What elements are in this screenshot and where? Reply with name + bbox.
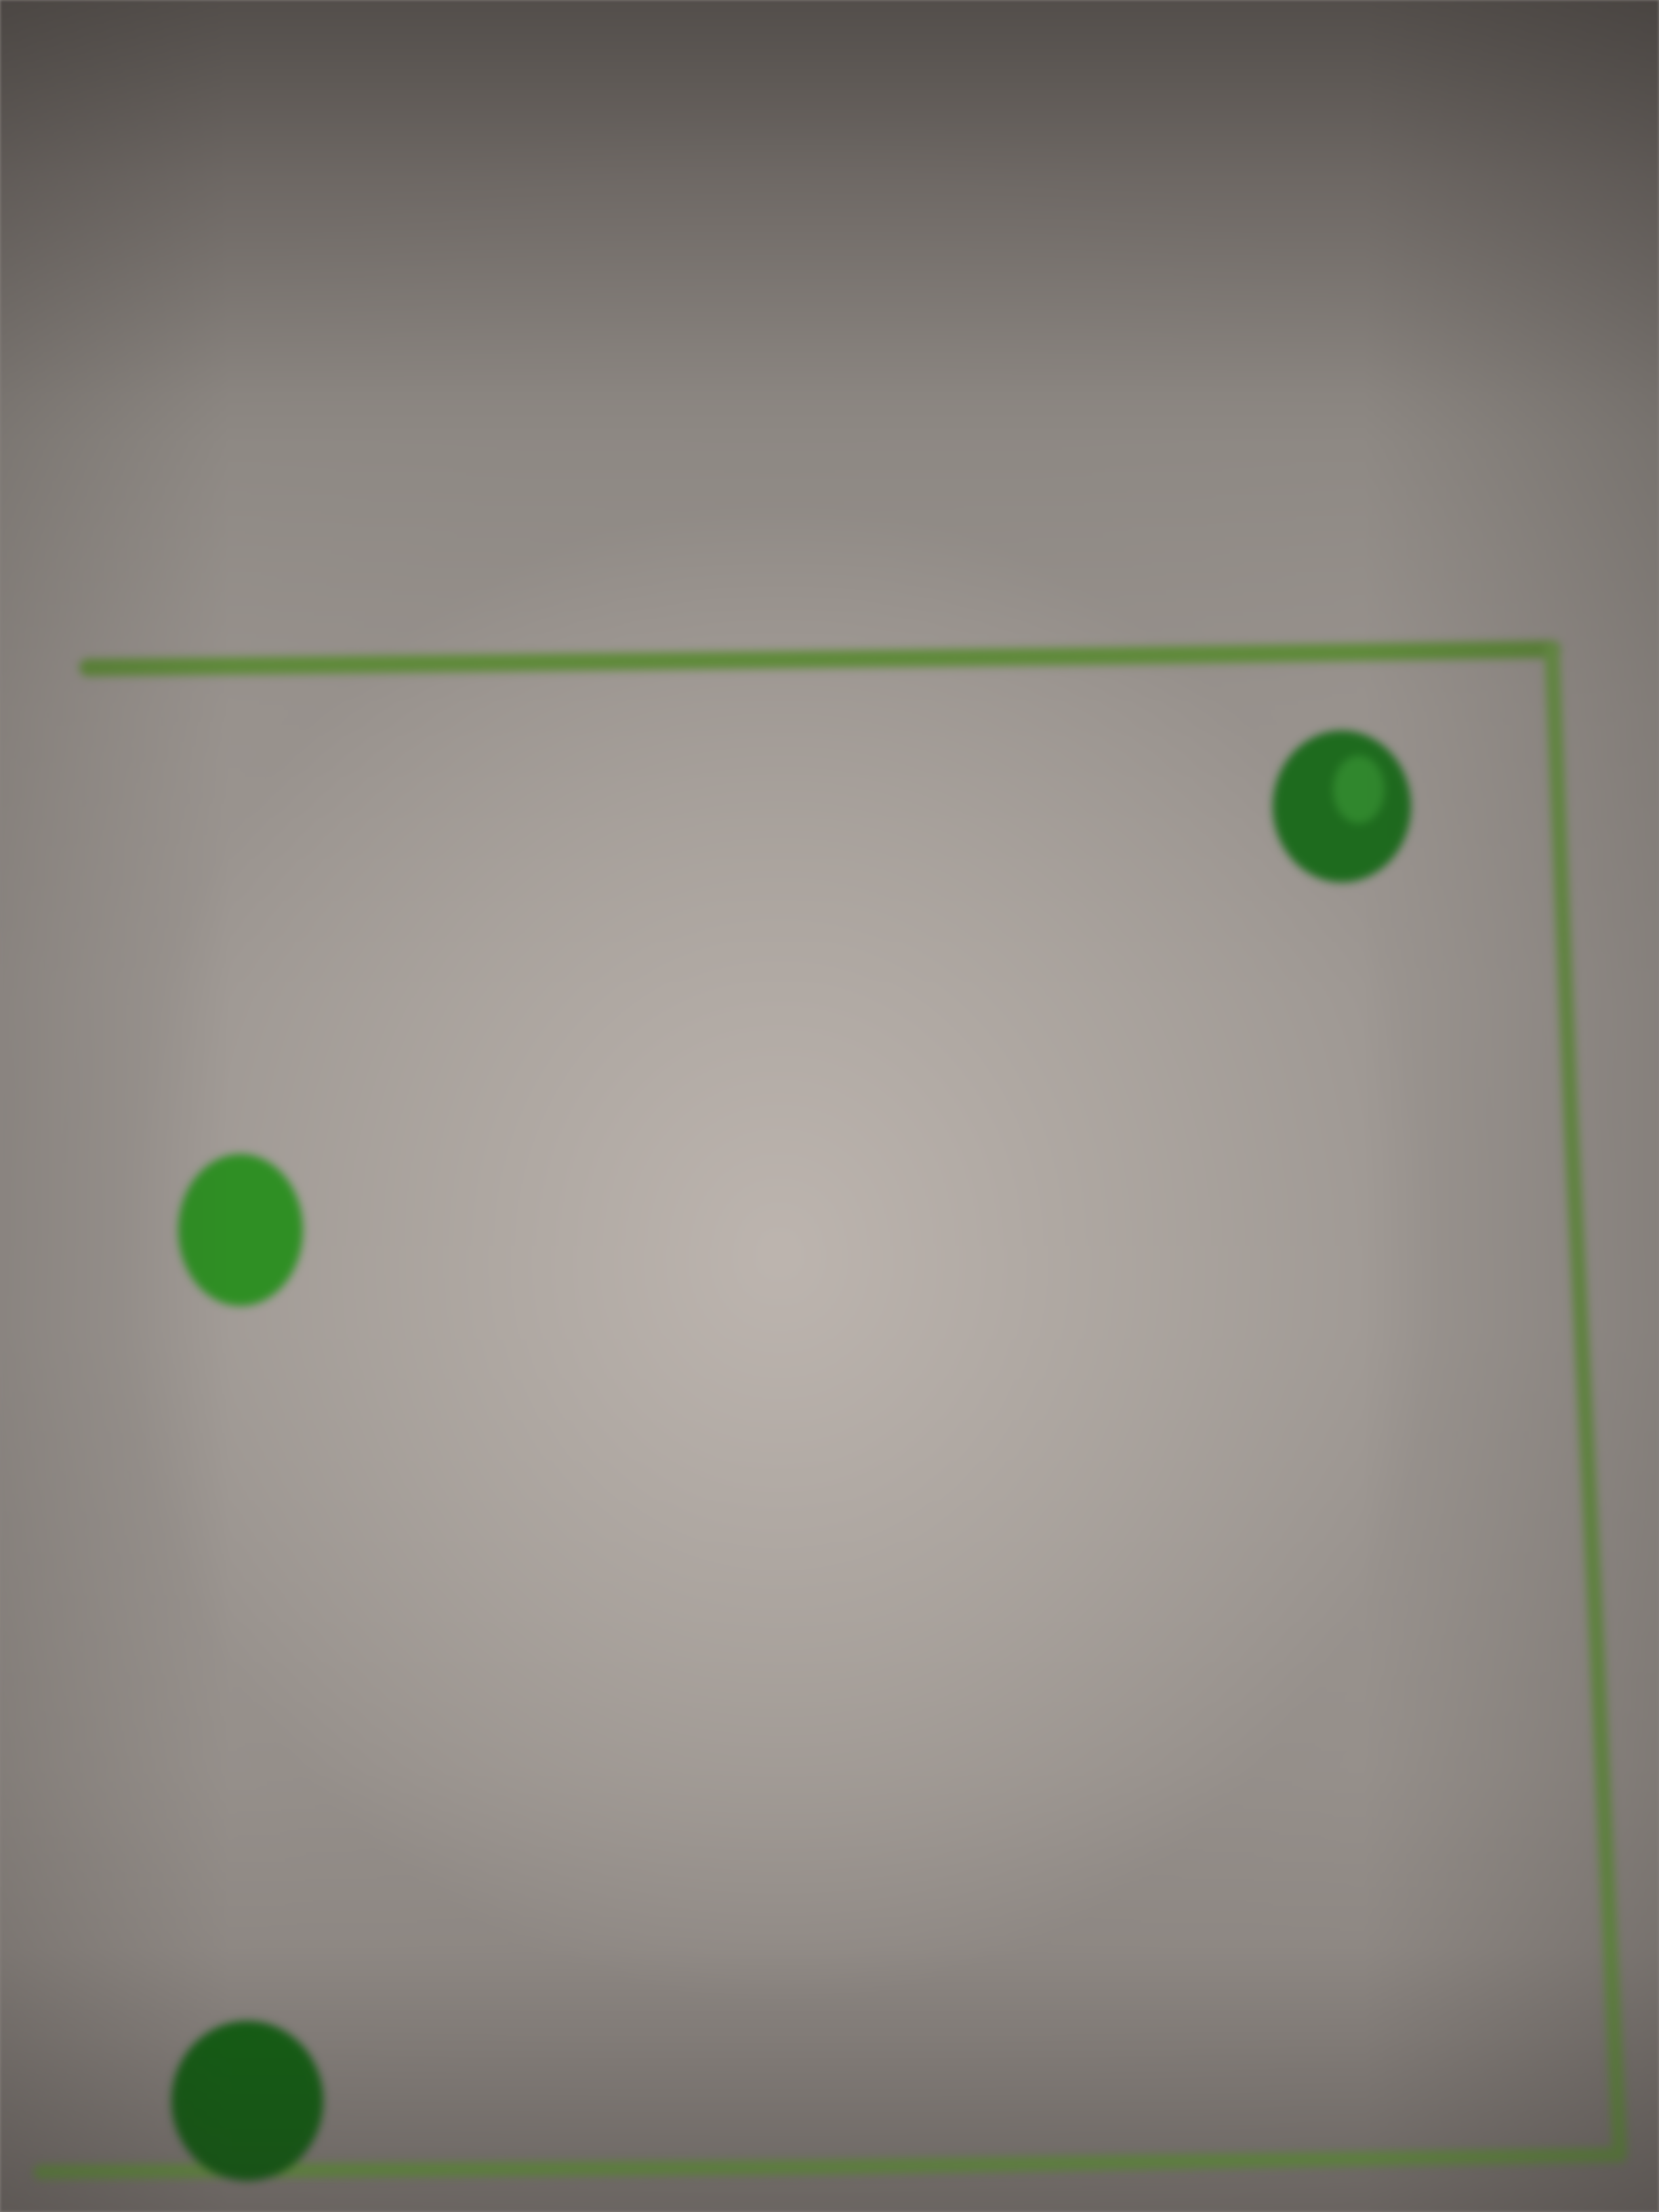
dot-top-right (1273, 731, 1411, 882)
box-right-edge (1544, 642, 1627, 2159)
dot-middle-left (178, 1154, 303, 1306)
dot-bottom-left (171, 2021, 323, 2181)
box-top-edge (79, 640, 1561, 676)
box-bottom-edge (33, 2148, 1627, 2179)
